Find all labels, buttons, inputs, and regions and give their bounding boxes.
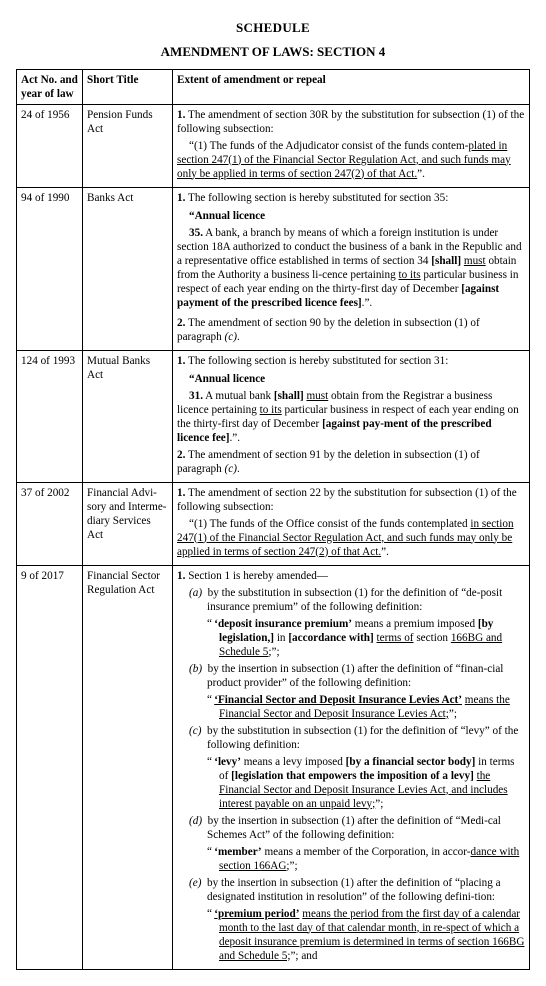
cell-extent: 1. Section 1 is hereby amended— (a) by t… [173,565,530,969]
table-header-row: Act No. and year of law Short Title Exte… [17,69,530,104]
table-row: 37 of 2002 Financial Advi-sory and Inter… [17,482,530,565]
txt: The amendment of section 30R by the subs… [177,109,524,135]
schedule-heading: SCHEDULE [16,20,530,36]
txt: by the insertion in subsection (1) after… [207,815,501,841]
q: “ [207,908,214,920]
para-c: (c) [225,463,237,475]
txt: A mutual bank [203,390,274,402]
strike: [legislation that empowers the impositio… [231,770,474,782]
cell-title: Mutual Banks Act [83,350,173,482]
ins: to its [260,404,282,416]
txt: ”; [449,708,457,720]
cell-act: 124 of 1993 [17,350,83,482]
txt: ”; and [290,950,317,962]
annual-licence-heading: “Annual licence [177,372,525,386]
txt: means a premium imposed [352,618,478,630]
term: ‘Financial Sector and Deposit Insurance … [214,694,462,706]
quote: “(1) The funds of the Office consist of … [189,518,470,530]
cell-extent: 1. The amendment of section 30R by the s… [173,104,530,187]
txt: The amendment of section 91 by the delet… [177,449,480,475]
col-title: Short Title [83,69,173,104]
cell-title: Banks Act [83,187,173,350]
sec-num: 35. [189,227,203,239]
strike: [shall] [431,255,461,267]
txt: The following section is hereby substitu… [185,192,448,204]
quote-end: ”. [417,168,425,180]
txt: The amendment of section 90 by the delet… [177,317,480,343]
lbl-a: (a) [189,587,202,599]
table-row: 124 of 1993 Mutual Banks Act 1. The foll… [17,350,530,482]
txt: by the substitution in subsection (1) fo… [207,587,502,613]
table-row: 94 of 1990 Banks Act 1. The following se… [17,187,530,350]
cell-title: Pension Funds Act [83,104,173,187]
cell-act: 37 of 2002 [17,482,83,565]
lbl-e: (e) [189,877,201,889]
term: ‘premium period’ [214,908,299,920]
txt: ”; [290,860,298,872]
amendment-heading: AMENDMENT OF LAWS: SECTION 4 [16,44,530,60]
table-row: 24 of 1956 Pension Funds Act 1. The amen… [17,104,530,187]
cell-extent: 1. The following section is hereby subst… [173,187,530,350]
cell-extent: 1. The following section is hereby subst… [173,350,530,482]
txt: .”. [229,432,240,444]
txt: The amendment of section 22 by the subst… [177,487,517,513]
sec-num: 31. [189,390,203,402]
txt: section [414,632,451,644]
annual-licence-heading: “Annual licence [177,209,525,223]
ins: to its [399,269,421,281]
cell-act: 9 of 2017 [17,565,83,969]
lbl-c: (c) [189,725,201,737]
cell-title: Financial Advi-sory and Interme-diary Se… [83,482,173,565]
cell-act: 24 of 1956 [17,104,83,187]
txt: means a member of the Corporation, in ac… [262,846,471,858]
table-row: 9 of 2017 Financial Sector Regulation Ac… [17,565,530,969]
ins: must [464,255,486,267]
strike: [accordance with] [288,632,373,644]
term: ‘member’ [214,846,261,858]
txt: ”; [272,646,280,658]
strike: [by a financial sector body] [346,756,476,768]
cell-extent: 1. The amendment of section 22 by the su… [173,482,530,565]
term: ‘deposit insurance premium’ [214,618,352,630]
lbl-b: (b) [189,663,202,675]
term: ‘levy’ [214,756,241,768]
strike: [shall] [274,390,304,402]
txt: means a levy imposed [241,756,346,768]
txt: Section 1 is hereby amended— [185,570,328,582]
txt: ”; [375,798,383,810]
dot: . [237,463,240,475]
txt: by the insertion in subsection (1) after… [207,877,501,903]
para-c: (c) [225,331,237,343]
dot: . [237,331,240,343]
quote-end: ”. [381,546,389,558]
amendment-table: Act No. and year of law Short Title Exte… [16,69,530,970]
txt: by the substitution in subsection (1) fo… [207,725,518,751]
txt: The following section is hereby substitu… [185,355,448,367]
cell-title: Financial Sector Regulation Act [83,565,173,969]
txt: by the insertion in subsection (1) after… [207,663,503,689]
quote: “(1) The funds of the Adjudicator consis… [189,140,468,152]
col-extent: Extent of amendment or repeal [173,69,530,104]
ins: terms of [377,632,414,644]
lbl-d: (d) [189,815,202,827]
cell-act: 94 of 1990 [17,187,83,350]
txt: in [274,632,288,644]
col-act: Act No. and year of law [17,69,83,104]
txt: .”. [362,297,373,309]
ins: must [306,390,328,402]
